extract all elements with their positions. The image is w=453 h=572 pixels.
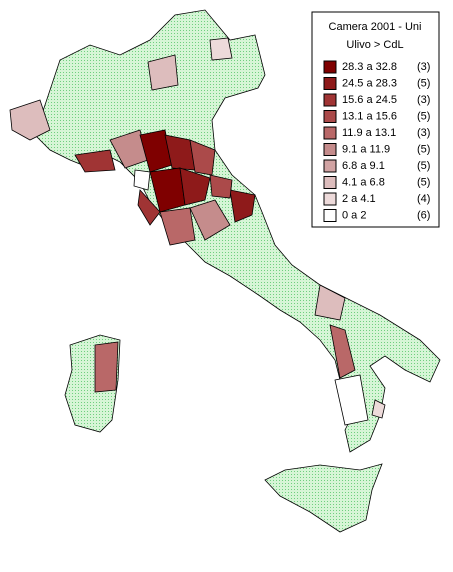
legend-swatch bbox=[323, 60, 337, 74]
legend-swatch bbox=[323, 93, 337, 107]
legend-count: (3) bbox=[417, 61, 430, 73]
legend-label: 9.1 a 11.9 bbox=[342, 143, 390, 155]
legend-label: 0 a 2 bbox=[342, 209, 366, 221]
legend-label: 6.8 a 9.1 bbox=[342, 160, 385, 172]
legend-count: (5) bbox=[417, 176, 430, 188]
legend: Camera 2001 - Uni Ulivo > CdL 28.3 a 32.8 (… bbox=[323, 21, 430, 222]
legend-count: (3) bbox=[417, 94, 430, 106]
legend-label: 13.1 a 15.6 bbox=[342, 110, 397, 122]
legend-swatch bbox=[323, 209, 337, 222]
legend-count: (5) bbox=[417, 143, 430, 155]
legend-swatch bbox=[323, 77, 337, 90]
map-regions bbox=[9, 9, 441, 533]
legend-label: 24.5 a 28.3 bbox=[342, 77, 397, 89]
legend-count: (3) bbox=[417, 127, 430, 139]
legend-label: 28.3 a 32.8 bbox=[342, 61, 397, 73]
legend-count: (5) bbox=[417, 77, 430, 89]
legend-title: Ulivo > CdL bbox=[346, 39, 403, 51]
legend-title: Camera 2001 - Uni bbox=[329, 21, 422, 33]
legend-swatch bbox=[323, 143, 337, 156]
legend-label: 11.9 a 13.1 bbox=[342, 127, 396, 139]
legend-label: 4.1 a 6.8 bbox=[342, 176, 385, 188]
sicily bbox=[264, 463, 383, 533]
legend-count: (4) bbox=[417, 193, 430, 205]
legend-swatch bbox=[323, 192, 337, 206]
legend-swatch bbox=[323, 110, 337, 123]
legend-count: (5) bbox=[417, 110, 430, 122]
legend-label: 2 a 4.1 bbox=[342, 193, 376, 205]
legend-label: 15.6 a 24.5 bbox=[342, 94, 397, 106]
legend-swatch bbox=[323, 176, 337, 189]
legend-count: (6) bbox=[417, 209, 430, 221]
legend-swatch bbox=[323, 126, 337, 140]
legend-count: (5) bbox=[417, 160, 430, 172]
legend-swatch bbox=[323, 159, 337, 173]
